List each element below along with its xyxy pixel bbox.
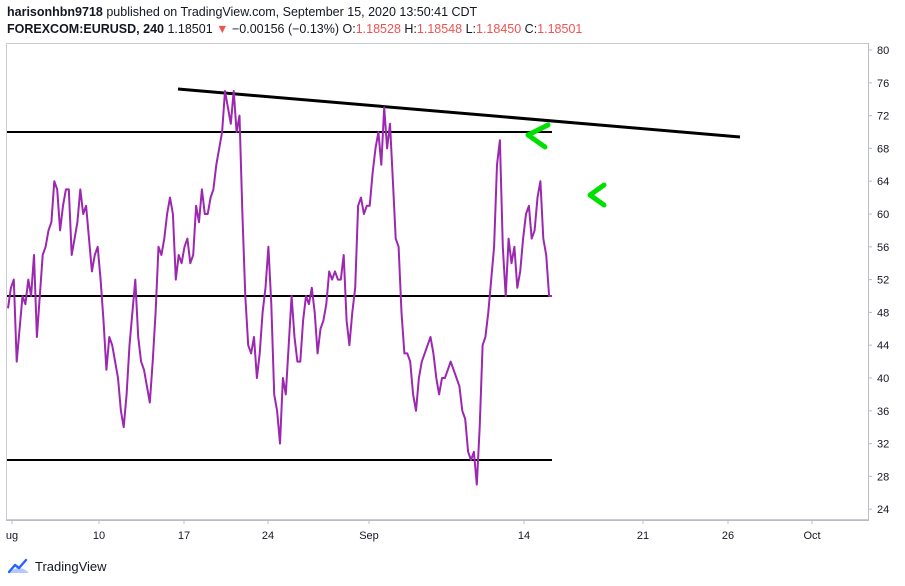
y-tick-label: 72 (877, 111, 889, 123)
high-label: H: (404, 22, 417, 36)
x-tick-label: Sep (359, 530, 379, 542)
chart-header-publish-line: harisonhbn9718 published on TradingView.… (7, 5, 477, 19)
price-change: −0.00156 (−0.13%) (232, 22, 340, 36)
y-tick-label: 40 (877, 373, 889, 385)
x-tick-label: 24 (262, 530, 274, 542)
chart-header-symbol-line: FOREXCOM:EURUSD, 240 1.18501 ▼ −0.00156 … (7, 22, 582, 36)
y-tick-label: 56 (877, 242, 889, 254)
x-tick-label: 10 (93, 530, 105, 542)
tradingview-brand[interactable]: TradingView (35, 558, 107, 574)
low-value: 1.18450 (476, 22, 522, 36)
y-tick-label: 24 (877, 504, 889, 516)
y-tick-label: 44 (877, 340, 889, 352)
footer: TradingView (8, 558, 107, 574)
high-value: 1.18548 (416, 22, 463, 36)
y-tick-label: 60 (877, 209, 889, 221)
time-axis[interactable] (6, 520, 869, 549)
y-tick-label: 28 (877, 471, 889, 483)
series-line (7, 90, 552, 486)
low-label: L: (465, 22, 476, 36)
trendline (177, 87, 741, 139)
open-value: 1.18528 (355, 22, 401, 36)
x-tick-label: Oct (803, 530, 820, 542)
x-tick-label: 26 (722, 530, 734, 542)
publish-info: published on TradingView.com, September … (106, 5, 478, 19)
publisher-username[interactable]: harisonhbn9718 (7, 5, 103, 19)
price-axis[interactable] (868, 43, 901, 520)
y-tick-label: 32 (877, 439, 889, 451)
arrow-annotation-2 (587, 182, 607, 208)
y-tick-label: 36 (877, 406, 889, 418)
open-label: O: (342, 22, 356, 36)
y-tick-label: 80 (877, 45, 889, 57)
tradingview-logo-icon[interactable] (8, 558, 30, 574)
y-tick-label: 68 (877, 143, 889, 155)
y-tick-label: 52 (877, 275, 889, 287)
x-tick-label: 21 (637, 530, 649, 542)
y-tick-label: 64 (877, 176, 889, 188)
x-tick-label: 14 (518, 530, 530, 542)
close-label: C: (524, 22, 538, 36)
y-tick-label: 48 (877, 307, 889, 319)
down-triangle-icon: ▼ (216, 22, 229, 36)
close-value: 1.18501 (537, 22, 583, 36)
x-tick-label: ug (6, 530, 18, 542)
arrow-annotation-1 (525, 122, 551, 150)
x-tick-label: 17 (178, 530, 190, 542)
y-tick-label: 76 (877, 78, 889, 90)
last-price: 1.18501 (167, 22, 213, 36)
symbol-label: FOREXCOM:EURUSD, 240 (7, 22, 164, 36)
